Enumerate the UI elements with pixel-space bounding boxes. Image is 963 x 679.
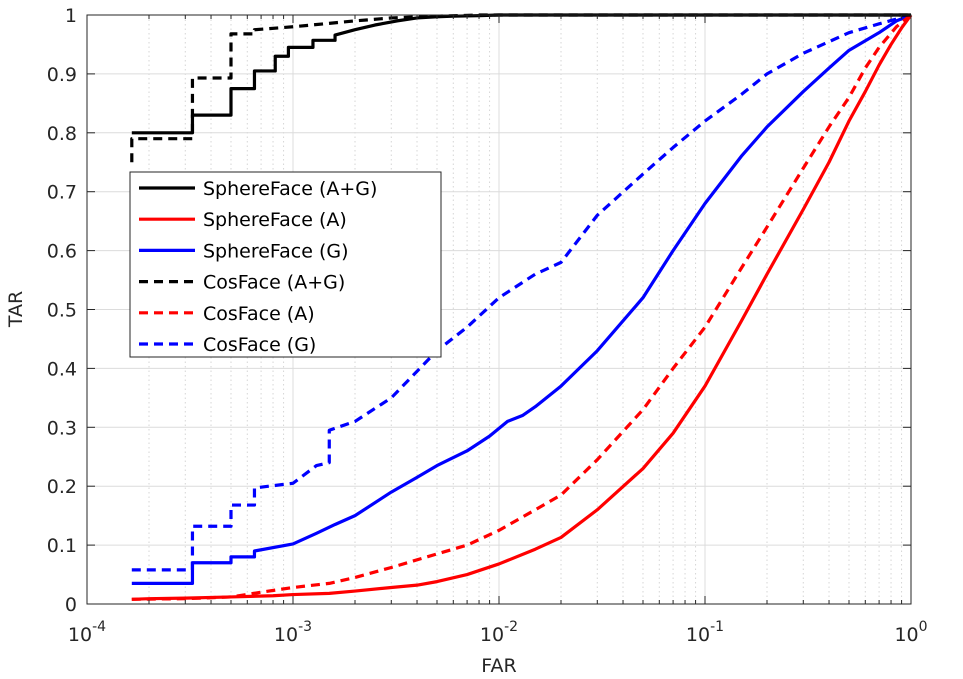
y-tick-label: 0.3	[47, 417, 77, 439]
x-axis-label: FAR	[481, 655, 516, 677]
y-tick-label: 0.9	[47, 64, 77, 86]
y-tick-label: 0.6	[47, 241, 77, 263]
y-axis-label: TAR	[5, 291, 27, 328]
x-tick-label: 10-2	[480, 619, 518, 646]
y-tick-label: 0.8	[47, 123, 77, 145]
x-tick-label: 100	[894, 619, 927, 646]
legend-label: SphereFace (G)	[203, 240, 349, 262]
legend-label: SphereFace (A)	[203, 209, 347, 231]
series-line-cosface-a	[131, 13, 913, 601]
series-line-cosface-g	[131, 13, 912, 572]
y-tick-label: 0.4	[47, 358, 77, 380]
legend-label: CosFace (A+G)	[203, 272, 345, 294]
y-tick-label: 0.2	[47, 476, 77, 498]
x-tick-label: 10-1	[686, 619, 724, 646]
x-tick-labels: 10-4 10-3 10-2 10-1 100	[68, 619, 928, 646]
series-line-sphereface-g	[131, 13, 912, 585]
y-tick-label: 0	[65, 594, 77, 616]
legend-box	[129, 171, 442, 358]
legend: SphereFace (A+G) SphereFace (A) SphereFace…	[129, 171, 442, 358]
x-tick-label: 10-3	[274, 619, 312, 646]
y-tick-label: 0.1	[47, 535, 77, 557]
legend-label: CosFace (A)	[203, 303, 315, 325]
y-tick-label: 0.7	[47, 182, 77, 204]
legend-label: CosFace (G)	[203, 334, 316, 356]
y-tick-labels: 0 0.1 0.2 0.3 0.4 0.5 0.6 0.7 0.8 0.9 1	[47, 5, 77, 616]
y-tick-label: 1	[65, 5, 77, 27]
axis-ticks	[86, 14, 912, 605]
x-tick-label: 10-4	[68, 619, 106, 646]
series-line-cosface-a-g	[130, 13, 911, 163]
series-line-sphereface-a	[131, 14, 913, 601]
y-tick-label: 0.5	[47, 300, 77, 322]
legend-label: SphereFace (A+G)	[203, 178, 377, 200]
